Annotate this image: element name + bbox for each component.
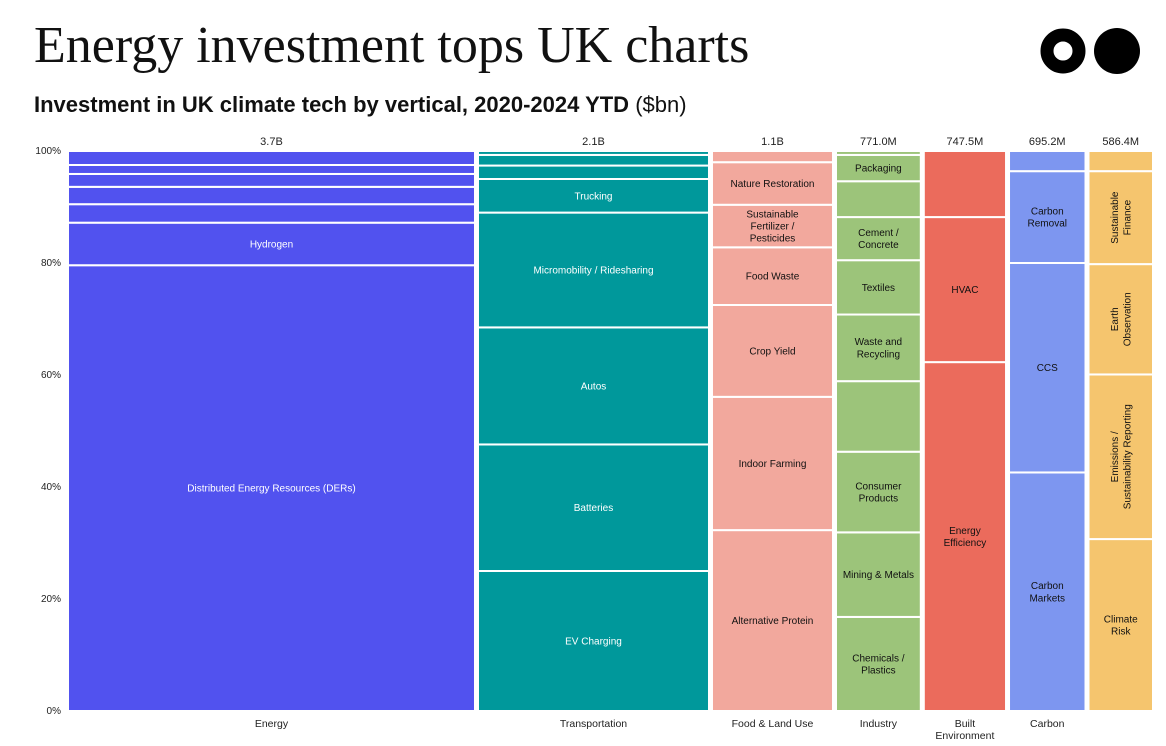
segment-label: Hydrogen <box>250 239 293 250</box>
segment-label: Consumer Products <box>855 481 902 504</box>
segment-label: SustainableFinance <box>1110 191 1133 244</box>
segment-label: Energy Efficiency <box>944 526 987 549</box>
segment-label: CCS <box>1037 363 1058 374</box>
category-axis-label: Energy <box>255 718 289 730</box>
segment-transportation-autos <box>476 326 710 446</box>
chart-title: Energy investment tops UK charts <box>34 17 750 74</box>
segment-food-land-use-crop-yield <box>710 304 834 398</box>
segment-label: Carbon Markets <box>1029 581 1065 604</box>
segment-label: Cement / Concrete <box>858 228 899 251</box>
chart-subtitle: Investment in UK climate tech by vertica… <box>34 90 687 120</box>
segment-transportation-unlabeled-7 <box>476 150 710 156</box>
y-tick-label: 80% <box>41 258 61 269</box>
segment-label: Sustainable Fertilizer / Pesticides <box>746 209 799 244</box>
segment-label: Packaging <box>855 164 902 175</box>
column-total-label: 747.5M <box>947 136 984 148</box>
category-axis-label: Carbon <box>1030 718 1065 730</box>
y-tick-label: 60% <box>41 370 61 381</box>
segment-energy-unlabeled-6 <box>67 150 476 166</box>
segment-industry-chemicals-plastics <box>834 615 922 712</box>
segment-carbon-ccs <box>1008 262 1087 474</box>
column-total-label: 1.1B <box>761 136 784 148</box>
subtitle-unit: ($bn) <box>635 92 687 117</box>
segment-energy-unlabeled-3 <box>67 185 476 206</box>
segment-carbon-carbon-markets <box>1008 471 1087 712</box>
segment-other-emissions-sustainability-reporting <box>1087 373 1155 541</box>
segment-energy-unlabeled-2 <box>67 203 476 224</box>
segment-label: Carbon Removal <box>1028 206 1067 229</box>
y-tick-label: 20% <box>41 594 61 605</box>
segment-industry-cement-concrete <box>834 216 922 262</box>
segment-label: Mining & Metals <box>843 570 914 581</box>
column-total-label: 2.1B <box>582 136 605 148</box>
segment-industry-waste-and-recycling <box>834 313 922 383</box>
segment-label: Alternative Protein <box>732 616 814 627</box>
column-total-label: 695.2M <box>1029 136 1066 148</box>
segment-built-environment-unlabeled-2 <box>922 150 1008 219</box>
segment-industry-textiles <box>834 259 922 316</box>
segment-label: Textiles <box>862 283 895 294</box>
segment-other-earth-observation <box>1087 263 1155 376</box>
y-tick-label: 100% <box>35 146 61 157</box>
category-axis-label: Industry <box>860 718 898 730</box>
segment-label: Trucking <box>575 191 613 202</box>
segment-label: Food Waste <box>746 272 800 283</box>
segment-industry-consumer-products <box>834 450 922 534</box>
segment-food-land-use-unlabeled-6 <box>710 150 834 164</box>
segment-energy-unlabeled-4 <box>67 172 476 188</box>
segment-carbon-carbon-removal <box>1008 170 1087 264</box>
column-total-label: 3.7B <box>260 136 283 148</box>
segment-label: Batteries <box>574 503 613 514</box>
segment-food-land-use-food-waste <box>710 246 834 307</box>
segment-industry-mining-metals <box>834 531 922 618</box>
brand-logo-icon <box>1040 28 1140 74</box>
segment-food-land-use-nature-restoration <box>710 161 834 206</box>
segment-label: Emissions /Sustainability Reporting <box>1110 404 1133 509</box>
y-tick-label: 0% <box>47 706 62 717</box>
segment-industry-unlabeled-9 <box>834 150 922 156</box>
segment-label: EV Charging <box>565 637 622 648</box>
segment-label: EarthObservation <box>1110 292 1133 346</box>
segment-label: Climate Risk <box>1104 614 1138 637</box>
segment-transportation-micromobility-ridesharing <box>476 211 710 329</box>
segment-label: Nature Restoration <box>731 179 815 190</box>
segment-label: Micromobility / Ridesharing <box>533 266 653 277</box>
segment-label: Indoor Farming <box>739 459 807 470</box>
segment-food-land-use-sustainable-fertilizer-pesticides <box>710 203 834 249</box>
segment-energy-unlabeled-5 <box>67 164 476 175</box>
segment-industry-unlabeled-3 <box>834 380 922 453</box>
segment-industry-packaging <box>834 153 922 183</box>
segment-label: Chemicals / Plastics <box>852 653 904 676</box>
subtitle-bold: Investment in UK climate tech by vertica… <box>34 92 630 117</box>
segment-transportation-unlabeled-5 <box>476 164 710 180</box>
segment-transportation-trucking <box>476 178 710 214</box>
segment-transportation-unlabeled-6 <box>476 153 710 167</box>
segment-label: Crop Yield <box>749 346 795 357</box>
segment-food-land-use-alternative-protein <box>710 529 834 712</box>
category-axis-label: Food & Land Use <box>732 718 814 730</box>
segment-label: Distributed Energy Resources (DERs) <box>187 484 355 495</box>
segment-other-unlabeled-4 <box>1087 150 1155 173</box>
segment-label: Autos <box>581 381 607 392</box>
y-tick-label: 40% <box>41 482 61 493</box>
category-axis-label: Built Environment <box>935 718 994 742</box>
segment-energy-distributed-energy-resources-ders <box>67 264 476 712</box>
segment-label: HVAC <box>951 285 978 296</box>
segment-built-environment-hvac <box>922 216 1008 364</box>
segment-label: Waste and Recycling <box>855 337 902 360</box>
segment-other-climate-risk <box>1087 538 1155 713</box>
column-total-label: 586.4M <box>1102 136 1139 148</box>
category-axis-label: Transportation <box>560 718 627 730</box>
segment-other-sustainable-finance <box>1087 170 1155 266</box>
segment-industry-unlabeled-7 <box>834 180 922 219</box>
column-total-label: 771.0M <box>860 136 897 148</box>
segment-carbon-unlabeled-3 <box>1008 150 1087 173</box>
